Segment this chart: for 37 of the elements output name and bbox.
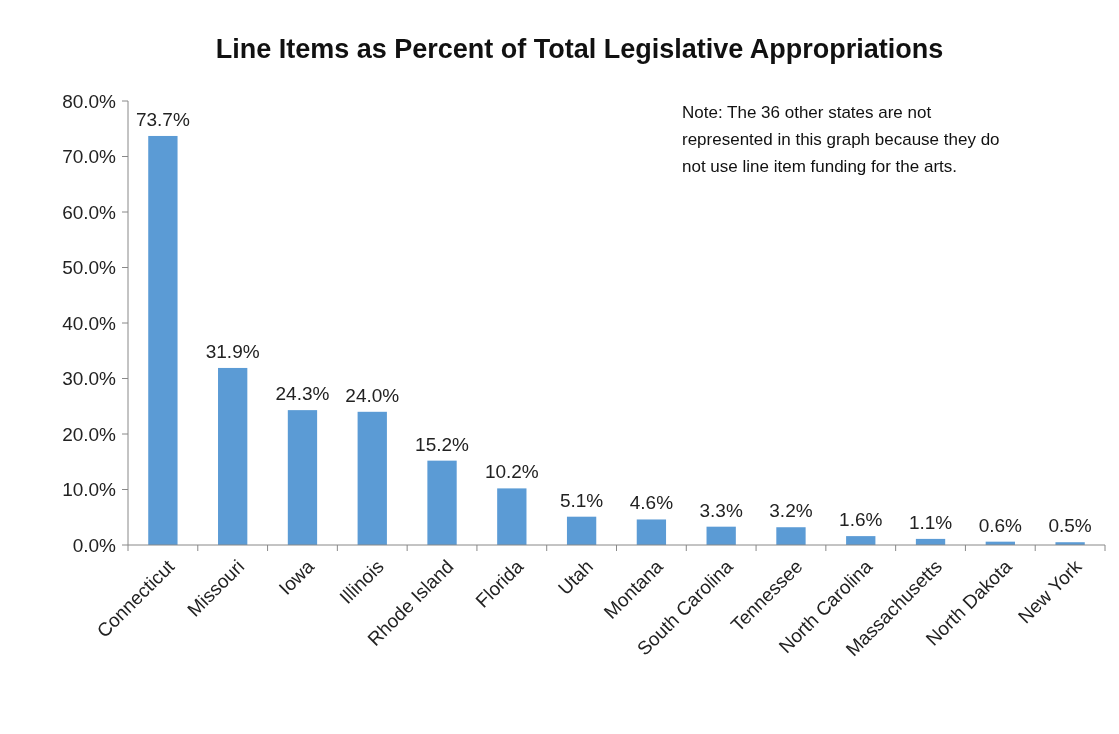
data-label: 4.6% [629, 492, 674, 514]
data-label: 15.2% [415, 433, 470, 455]
y-tick-label: 10.0% [62, 479, 117, 501]
data-label: 73.7% [135, 108, 190, 130]
data-label: 10.2% [484, 461, 539, 483]
y-tick-label: 80.0% [62, 90, 117, 112]
data-label: 24.3% [275, 383, 330, 405]
y-tick-label: 60.0% [62, 201, 117, 223]
data-label: 1.1% [908, 511, 953, 533]
chart-title: Line Items as Percent of Total Legislative Appropriations [215, 34, 944, 64]
bar [287, 410, 318, 545]
y-tick-label: 40.0% [62, 312, 117, 334]
bar [566, 516, 597, 545]
bar [218, 367, 248, 545]
annotation: Note: The 36 other states are not represented in this graph because they do not use line item funding for the arts. [682, 103, 1000, 176]
y-tick-label: 0.0% [72, 534, 117, 556]
y-tick-label: 30.0% [62, 368, 117, 390]
data-label: 1.6% [839, 509, 883, 531]
data-label: 3.2% [769, 500, 813, 522]
bar [776, 527, 806, 545]
bar [357, 411, 387, 545]
data-label: 0.6% [978, 514, 1023, 536]
bar [497, 488, 527, 545]
data-label: 24.0% [345, 384, 400, 406]
data-label: 3.3% [699, 499, 743, 521]
data-label: 0.5% [1048, 515, 1092, 537]
x-tick-label: Utah [553, 555, 598, 599]
data-label: 31.9% [205, 340, 260, 362]
bar [427, 460, 457, 545]
x-tick-label: Iowa [274, 555, 319, 599]
bar [706, 526, 736, 545]
y-tick-label: 70.0% [62, 146, 117, 168]
y-tick-label: 20.0% [62, 423, 117, 445]
bar [148, 135, 178, 545]
y-tick-label: 50.0% [62, 257, 117, 279]
data-label: 5.1% [559, 489, 604, 511]
bar [636, 519, 667, 545]
